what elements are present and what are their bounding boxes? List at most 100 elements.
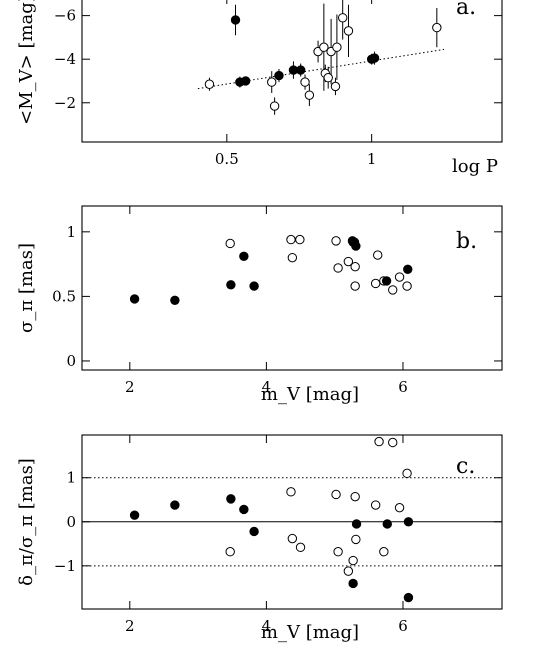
filled-point [403, 264, 413, 274]
open-point [350, 261, 360, 272]
open-point [343, 256, 354, 267]
filled-point [170, 500, 180, 510]
open-point [402, 468, 412, 479]
panel-c-label: c. [456, 454, 475, 479]
y-tick-label: 0 [66, 352, 76, 370]
panel-b-plot: 2 4 6 0 0.5 1 [52, 206, 502, 396]
open-point [370, 278, 381, 289]
filled-point [129, 294, 140, 304]
filled-point [226, 280, 236, 290]
panel-a-frame [81, 0, 503, 143]
filled-point [348, 578, 358, 589]
panel-b: 2 4 6 0 0.5 1 b. m_V [mag] σ_π [mas] [16, 205, 503, 405]
open-point [394, 272, 405, 282]
x-tick-label: 0.5 [215, 150, 239, 168]
open-point [332, 42, 342, 52]
x-tick-label: 4 [262, 378, 272, 396]
y-tick-label: −6 [54, 7, 76, 25]
panel-a-label: a. [456, 0, 476, 20]
fit-line [197, 48, 445, 90]
filled-point [249, 281, 259, 291]
y-tick-label: −2 [54, 94, 76, 112]
open-point [267, 77, 277, 87]
open-point [379, 547, 389, 557]
open-point [348, 555, 358, 566]
filled-point [403, 592, 414, 603]
y-tick-label: −1 [54, 557, 76, 575]
filled-point [249, 526, 259, 537]
panel-b-xlabel: m_V [mag] [261, 384, 359, 405]
open-point [337, 13, 348, 23]
open-point [333, 263, 343, 273]
y-tick-label: 0.5 [52, 287, 76, 305]
filled-point [369, 53, 380, 63]
open-point [319, 42, 329, 52]
y-tick-label: 1 [66, 469, 76, 487]
open-point [300, 77, 310, 87]
filled-point [351, 241, 361, 251]
open-point [351, 534, 361, 545]
open-point [350, 491, 360, 502]
filled-point [226, 494, 236, 504]
filled-point [403, 517, 414, 527]
open-point [333, 547, 343, 557]
open-point [269, 101, 280, 111]
filled-point [239, 251, 249, 262]
panel-c-plot: 2 4 6 −1 0 1 [54, 435, 502, 635]
open-point [304, 90, 315, 100]
open-point [225, 238, 235, 249]
panel-a-xlabel: log P [452, 156, 498, 177]
open-point [350, 281, 360, 291]
filled-point [295, 65, 306, 75]
open-point [204, 79, 215, 89]
open-point [432, 22, 442, 33]
open-point [394, 502, 405, 513]
open-point [402, 281, 412, 291]
open-point [287, 252, 298, 263]
filled-point [129, 510, 140, 520]
open-point [331, 236, 341, 246]
panel-b-frame [81, 205, 503, 371]
y-tick-label: 1 [66, 223, 76, 241]
filled-point [274, 70, 284, 81]
open-point [295, 234, 305, 245]
panel-c: 2 4 6 −1 0 1 c. m_V [mag] δ_π/σ_π [mas] [16, 434, 503, 643]
x-tick-label: 2 [125, 378, 135, 396]
x-tick-label: 4 [262, 617, 272, 635]
panel-b-label: b. [456, 229, 477, 254]
open-point [295, 542, 306, 553]
open-point [388, 437, 398, 448]
open-point [388, 285, 398, 295]
panel-a-plot: 0.5 1 −2 −4 −6 [54, 0, 502, 168]
filled-point [240, 76, 251, 86]
filled-point [239, 504, 249, 515]
open-point [373, 250, 383, 260]
x-tick-label: 6 [398, 378, 408, 396]
open-point [287, 533, 298, 544]
y-tick-label: −4 [54, 50, 76, 68]
panel-c-xlabel: m_V [mag] [261, 622, 359, 643]
open-point [225, 547, 235, 557]
open-point [286, 234, 296, 245]
open-point [323, 73, 333, 83]
x-tick-label: 1 [367, 150, 377, 168]
panel-c-ylabel: δ_π/σ_π [mas] [16, 458, 37, 586]
filled-point [230, 15, 241, 25]
open-point [286, 487, 296, 497]
open-point [370, 500, 381, 510]
filled-point [382, 519, 392, 529]
open-point [343, 26, 354, 36]
panel-b-ylabel: σ_π [mas] [16, 243, 37, 333]
panel-a: 0.5 1 −2 −4 −6 a. log P <M_V> [mag] [16, 0, 503, 177]
x-tick-label: 6 [398, 617, 408, 635]
open-point [343, 566, 354, 576]
y-tick-label: 0 [66, 513, 76, 531]
filled-point [381, 276, 392, 286]
x-tick-label: 2 [125, 617, 135, 635]
filled-point [170, 295, 180, 305]
panel-a-ylabel: <M_V> [mag] [16, 0, 37, 125]
open-point [330, 81, 341, 92]
open-point [374, 436, 384, 447]
filled-point [351, 519, 362, 529]
